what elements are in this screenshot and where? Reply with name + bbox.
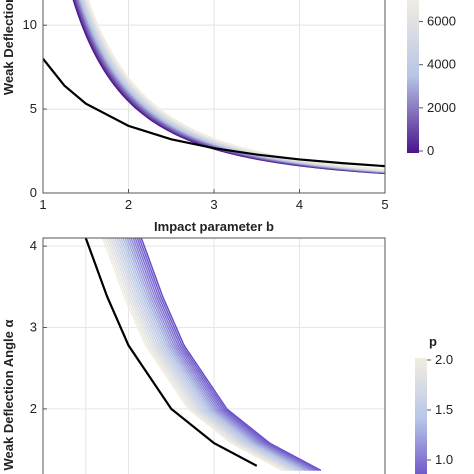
top-curve-family [72,0,385,175]
top-y-tick-label: 5 [30,101,37,116]
top-colorbar-gradient [407,0,419,153]
bottom-y-tick-label: 3 [30,320,37,335]
top-colorbar-tick-label: 6000 [427,14,456,29]
bottom-colorbar-label: p [429,334,437,349]
top-colorbar-ticks: 0 2000 4000 6000 [419,14,456,158]
top-y-tick-label: 0 [30,185,37,200]
top-reference-curve [43,58,385,168]
top-family-curve [87,0,385,171]
bottom-colorbar-gradient [415,358,427,474]
top-colorbar: 0 2000 4000 6000 [407,0,456,158]
bottom-family-curve [138,238,320,472]
bottom-family-curve [126,238,308,472]
bottom-family-curve [106,238,287,472]
bottom-chart: 2 3 4 Weak Deflection Angle α [1,237,386,474]
bottom-colorbar-tick-label: 2.0 [435,352,453,367]
bottom-family-curve [118,238,299,472]
top-x-tick-label: 5 [381,197,388,212]
bottom-family-curve [136,238,318,472]
bottom-family-curve [140,238,322,472]
bottom-y-tick-label: 4 [30,238,37,253]
top-colorbar-tick-label: 2000 [427,100,456,115]
bottom-family-curve [124,238,306,472]
bottom-colorbar-ticks: 1.0 1.5 2.0 [427,352,453,467]
bottom-family-curve [130,238,312,472]
top-x-tick-label: 4 [296,197,303,212]
bottom-gridlines [43,238,385,474]
top-x-tick-label: 2 [125,197,132,212]
bottom-family-curve [102,238,283,472]
bottom-y-ticks: 2 3 4 [30,238,47,416]
bottom-family-curve [132,238,314,472]
top-x-ticks: 1 2 3 4 5 [39,189,389,212]
bottom-reference-curve [84,238,258,467]
bottom-family-curve [134,238,316,472]
bottom-family-curve [104,238,285,472]
bottom-family-curve [110,238,291,472]
bottom-colorbar-tick-label: 1.0 [435,452,453,467]
bottom-y-axis-label: Weak Deflection Angle α [1,319,16,470]
top-y-ticks: 0 5 10 [23,17,47,200]
top-y-tick-label: 10 [23,17,37,32]
bottom-family-curve [108,238,289,472]
top-y-axis-label: Weak Deflection [1,0,16,95]
top-x-tick-label: 1 [39,197,46,212]
top-chart: 1 2 3 4 5 0 5 10 Impact parameter b Weak Defle… [1,0,389,234]
top-x-axis-label: Impact parameter b [154,219,274,234]
bottom-family-curve [120,238,301,472]
bottom-colorbar-tick-label: 1.5 [435,402,453,417]
top-colorbar-tick-label: 4000 [427,57,456,72]
top-colorbar-tick-label: 0 [427,143,434,158]
bottom-y-tick-label: 2 [30,401,37,416]
bottom-family-curve [116,238,297,472]
bottom-family-curve [122,238,304,472]
top-x-tick-label: 3 [210,197,217,212]
bottom-curve-family [102,238,322,472]
bottom-colorbar: p 1.0 1.5 2.0 [415,334,453,474]
bottom-plot-frame [42,237,386,474]
bottom-family-curve [112,238,293,472]
bottom-family-curve [128,238,310,472]
bottom-family-curve [114,238,295,472]
